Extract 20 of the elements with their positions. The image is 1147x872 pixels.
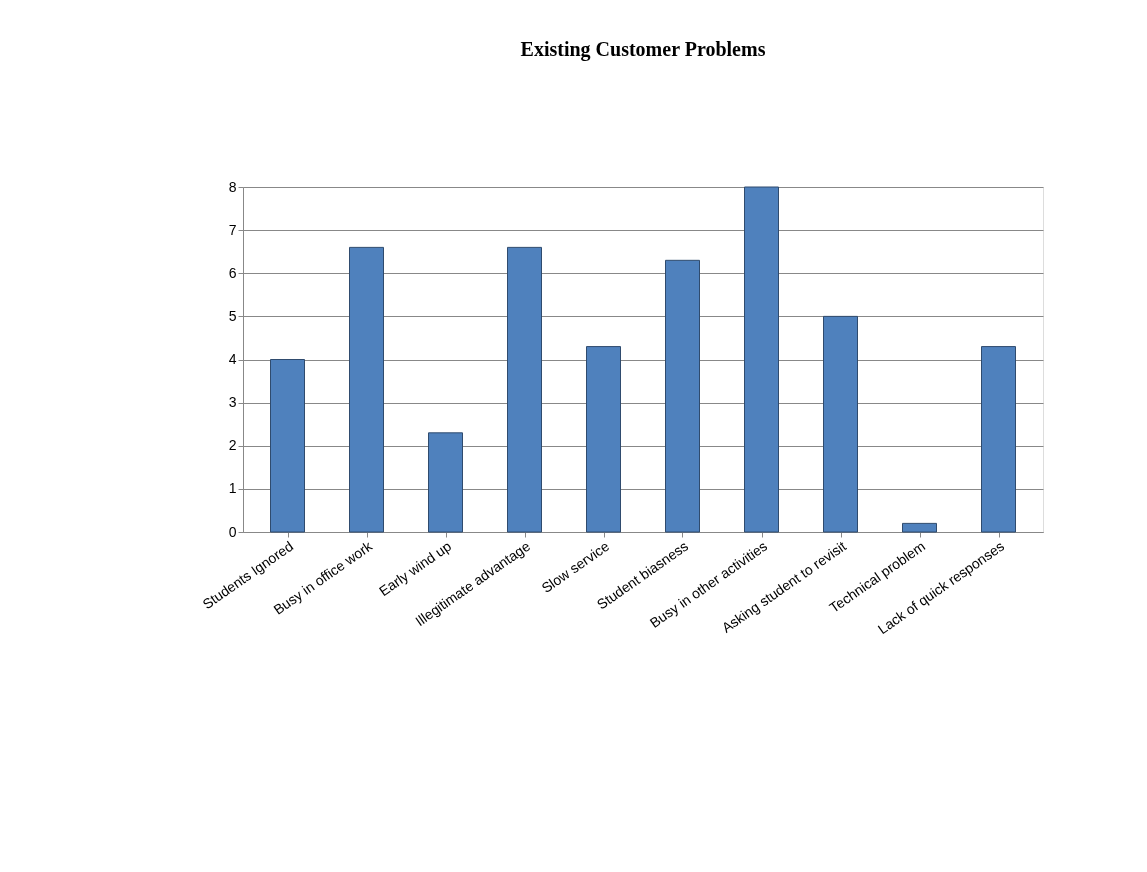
y-tick-label: 1: [228, 480, 237, 497]
y-tick-label: 6: [228, 264, 237, 281]
bar: [823, 315, 858, 533]
y-tick-label: 7: [228, 221, 237, 238]
bar: [902, 522, 937, 533]
y-tick-label: 5: [228, 307, 237, 324]
bar: [744, 186, 779, 533]
y-tick-label: 0: [228, 523, 237, 540]
y-tick-label: 2: [228, 437, 237, 454]
bar: [270, 359, 305, 533]
bar: [981, 346, 1016, 533]
bar: [665, 259, 700, 533]
bar: [349, 246, 384, 533]
y-tick-label: 3: [228, 394, 237, 411]
y-tick-label: 4: [228, 351, 237, 367]
bar: [507, 246, 542, 533]
y-tick-label: 8: [228, 178, 237, 195]
bar: [428, 432, 463, 533]
bar: [586, 346, 621, 533]
chart-title: Existing Customer Problems: [520, 38, 766, 61]
